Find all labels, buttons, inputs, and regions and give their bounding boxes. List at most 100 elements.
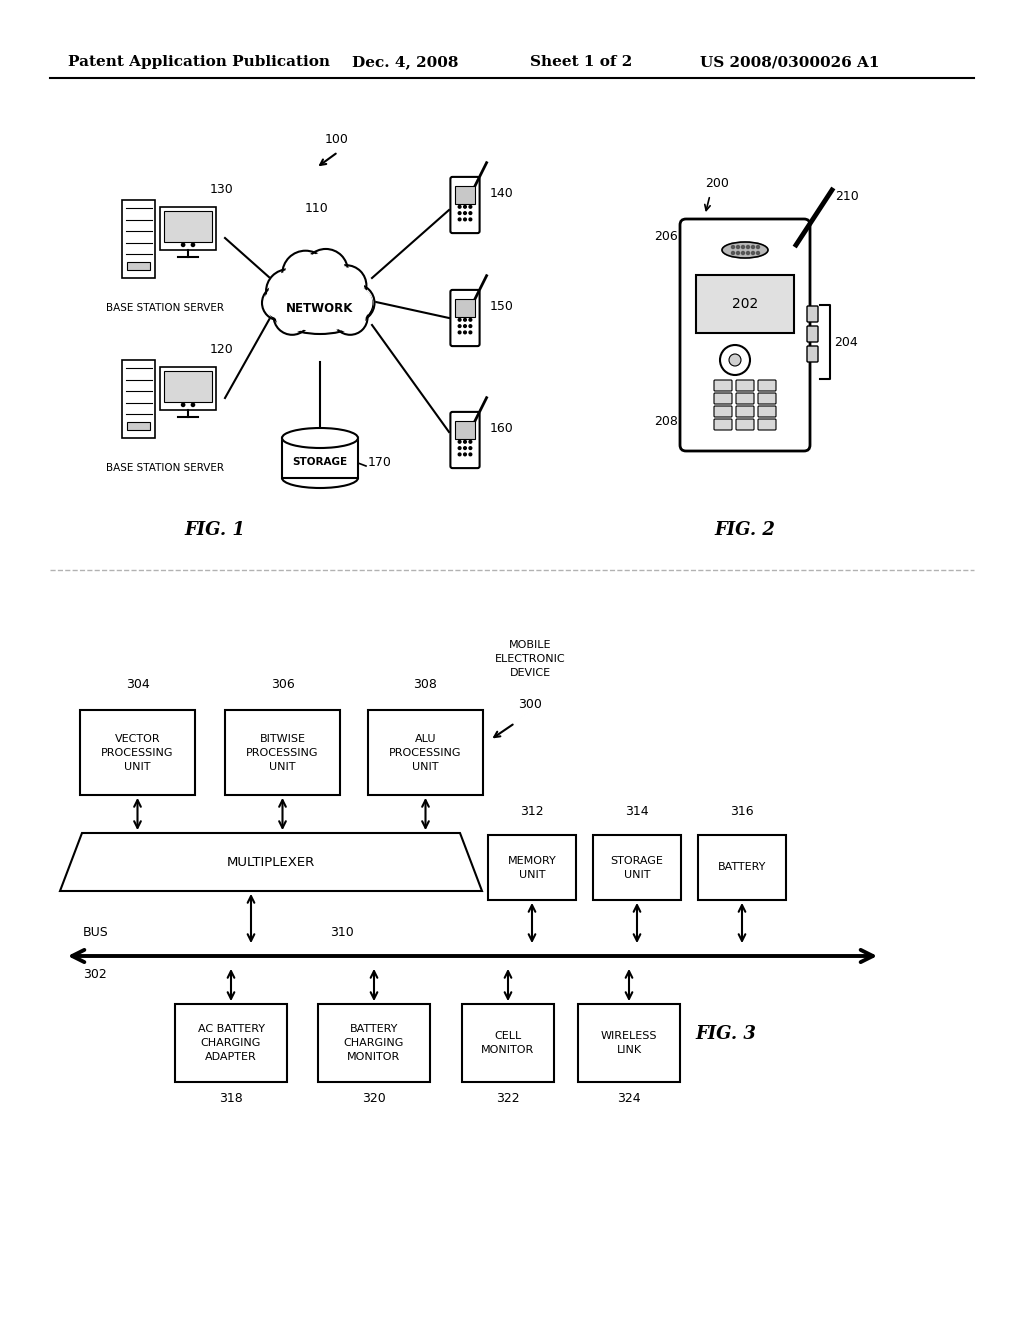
Circle shape xyxy=(459,318,461,321)
Bar xyxy=(696,275,794,333)
Text: VECTOR
PROCESSING
UNIT: VECTOR PROCESSING UNIT xyxy=(101,734,174,771)
Text: 320: 320 xyxy=(362,1092,386,1105)
Circle shape xyxy=(464,441,466,444)
Circle shape xyxy=(273,298,310,335)
Circle shape xyxy=(469,453,472,455)
Circle shape xyxy=(729,354,741,366)
Circle shape xyxy=(307,252,344,289)
Text: 314: 314 xyxy=(626,805,649,818)
Text: 140: 140 xyxy=(490,187,514,201)
Circle shape xyxy=(746,246,750,248)
Text: 204: 204 xyxy=(834,335,858,348)
Circle shape xyxy=(464,206,466,209)
Circle shape xyxy=(741,252,744,255)
Text: 110: 110 xyxy=(305,202,329,215)
Text: US 2008/0300026 A1: US 2008/0300026 A1 xyxy=(700,55,880,69)
Text: BASE STATION SERVER: BASE STATION SERVER xyxy=(106,463,224,473)
Circle shape xyxy=(459,331,461,334)
Bar xyxy=(160,207,216,249)
Circle shape xyxy=(264,288,294,318)
Text: FIG. 3: FIG. 3 xyxy=(695,1026,756,1043)
Text: BASE STATION SERVER: BASE STATION SERVER xyxy=(106,304,224,313)
Circle shape xyxy=(469,218,472,220)
Bar xyxy=(593,836,681,900)
Bar xyxy=(225,710,340,795)
Circle shape xyxy=(333,300,368,335)
Text: Sheet 1 of 2: Sheet 1 of 2 xyxy=(530,55,632,69)
Text: 302: 302 xyxy=(83,968,106,981)
FancyBboxPatch shape xyxy=(807,326,818,342)
Text: 316: 316 xyxy=(730,805,754,818)
Text: 160: 160 xyxy=(490,422,514,436)
Circle shape xyxy=(741,246,744,248)
FancyBboxPatch shape xyxy=(758,393,776,404)
FancyBboxPatch shape xyxy=(807,306,818,322)
Text: BUS: BUS xyxy=(83,927,109,939)
Text: FIG. 1: FIG. 1 xyxy=(184,521,246,539)
FancyBboxPatch shape xyxy=(736,393,754,404)
Bar xyxy=(318,1005,430,1082)
Text: Patent Application Publication: Patent Application Publication xyxy=(68,55,330,69)
Circle shape xyxy=(181,243,184,247)
Text: STORAGE
UNIT: STORAGE UNIT xyxy=(610,855,664,879)
Text: ALU
PROCESSING
UNIT: ALU PROCESSING UNIT xyxy=(389,734,462,771)
Text: FIG. 2: FIG. 2 xyxy=(715,521,775,539)
Circle shape xyxy=(269,272,307,310)
Bar xyxy=(488,836,575,900)
Text: 306: 306 xyxy=(270,678,294,690)
Circle shape xyxy=(191,243,195,247)
Circle shape xyxy=(191,403,195,407)
FancyBboxPatch shape xyxy=(736,380,754,391)
Text: WIRELESS
LINK: WIRELESS LINK xyxy=(601,1031,657,1055)
Bar xyxy=(175,1005,287,1082)
FancyBboxPatch shape xyxy=(758,418,776,430)
Text: 100: 100 xyxy=(325,133,349,147)
Circle shape xyxy=(731,246,734,248)
Circle shape xyxy=(459,325,461,327)
Text: BATTERY: BATTERY xyxy=(718,862,766,873)
Text: Dec. 4, 2008: Dec. 4, 2008 xyxy=(352,55,459,69)
Circle shape xyxy=(464,325,466,327)
FancyBboxPatch shape xyxy=(736,418,754,430)
Circle shape xyxy=(266,269,310,313)
Text: CELL
MONITOR: CELL MONITOR xyxy=(481,1031,535,1055)
Circle shape xyxy=(283,251,329,297)
Circle shape xyxy=(752,252,755,255)
Circle shape xyxy=(459,211,461,214)
Circle shape xyxy=(459,441,461,444)
FancyBboxPatch shape xyxy=(714,418,732,430)
Bar xyxy=(123,360,156,438)
Text: AC BATTERY
CHARGING
ADAPTER: AC BATTERY CHARGING ADAPTER xyxy=(198,1024,264,1063)
Text: 318: 318 xyxy=(219,1092,243,1105)
Circle shape xyxy=(304,249,348,293)
Circle shape xyxy=(757,252,760,255)
Circle shape xyxy=(329,268,364,302)
Circle shape xyxy=(464,211,466,214)
Circle shape xyxy=(459,446,461,449)
Text: 312: 312 xyxy=(520,805,544,818)
Circle shape xyxy=(469,446,472,449)
Text: MEMORY
UNIT: MEMORY UNIT xyxy=(508,855,556,879)
Text: MOBILE
ELECTRONIC
DEVICE: MOBILE ELECTRONIC DEVICE xyxy=(495,640,565,678)
Circle shape xyxy=(464,218,466,220)
Circle shape xyxy=(336,302,365,333)
Circle shape xyxy=(736,246,739,248)
Text: MULTIPLEXER: MULTIPLEXER xyxy=(227,855,315,869)
FancyBboxPatch shape xyxy=(807,346,818,362)
Circle shape xyxy=(459,218,461,220)
Bar xyxy=(455,300,475,317)
FancyBboxPatch shape xyxy=(714,393,732,404)
Text: 130: 130 xyxy=(210,183,233,195)
Ellipse shape xyxy=(282,428,358,447)
Circle shape xyxy=(326,265,367,306)
FancyBboxPatch shape xyxy=(451,412,479,469)
Bar xyxy=(455,421,475,440)
Circle shape xyxy=(464,318,466,321)
Bar xyxy=(160,367,216,409)
Text: 170: 170 xyxy=(368,455,392,469)
FancyBboxPatch shape xyxy=(736,407,754,417)
Bar xyxy=(123,201,156,279)
Circle shape xyxy=(752,246,755,248)
Circle shape xyxy=(736,252,739,255)
Text: BATTERY
CHARGING
MONITOR: BATTERY CHARGING MONITOR xyxy=(344,1024,404,1063)
